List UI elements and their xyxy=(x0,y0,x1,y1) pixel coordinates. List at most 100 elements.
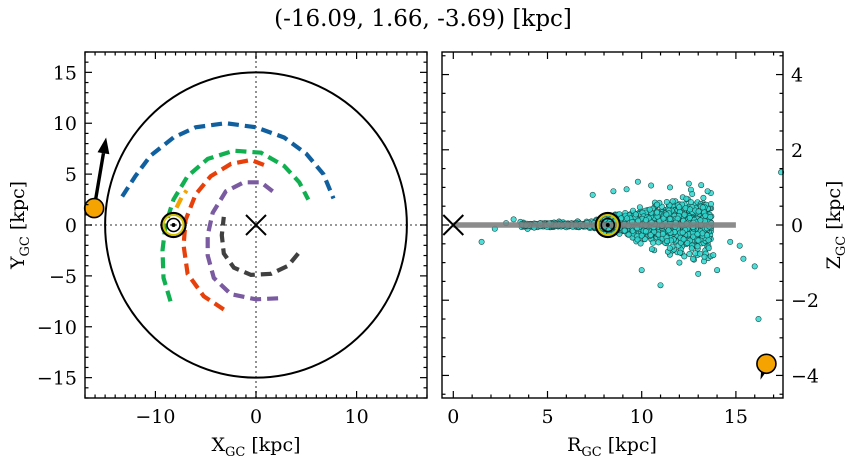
star-point xyxy=(510,216,517,223)
star-point xyxy=(698,182,705,189)
star-point xyxy=(634,178,641,185)
star-point xyxy=(696,250,703,257)
star-point xyxy=(686,206,693,213)
star-point xyxy=(636,204,643,211)
star-point xyxy=(714,267,721,274)
star-point xyxy=(679,229,686,236)
star-point xyxy=(666,215,673,222)
star-point xyxy=(654,201,661,208)
y-tick-label: 15 xyxy=(53,62,77,84)
star-point xyxy=(663,199,670,206)
star-point xyxy=(642,217,649,224)
sun-yellow-ring xyxy=(596,214,619,236)
x-tick-label: 10 xyxy=(344,406,368,428)
xy-plot-xlabel: XGC [kpc] xyxy=(211,434,300,460)
y-tick-label: 2 xyxy=(791,140,803,162)
star-point xyxy=(689,255,696,262)
star-point xyxy=(681,253,688,260)
star-point xyxy=(650,239,657,246)
y-tick-label: 4 xyxy=(791,65,803,87)
star-point xyxy=(676,204,683,211)
rz-plot-marks xyxy=(442,169,785,380)
star-point xyxy=(684,240,691,247)
star-point xyxy=(707,214,714,221)
rz-plot-panel: 0 5 10 15 −4 −2 0 2 4 RGC [kpc] ZGC [kpc] xyxy=(441,51,849,460)
star-point xyxy=(638,267,645,274)
star-point xyxy=(666,245,673,252)
star-point xyxy=(686,251,693,258)
xy-plot-marks xyxy=(83,52,427,398)
y-tick-label: 10 xyxy=(53,113,77,135)
star-point xyxy=(632,211,639,218)
y-tick-label: −2 xyxy=(791,290,819,312)
spiral-arm-2 xyxy=(160,148,311,302)
y-tick-label: 0 xyxy=(65,215,77,237)
star-point xyxy=(660,215,667,222)
sun-outer-ring xyxy=(594,211,621,239)
star-point xyxy=(701,253,708,260)
star-point xyxy=(638,232,645,239)
star-point xyxy=(623,186,630,193)
y-tick-label: −5 xyxy=(49,266,77,288)
star-point xyxy=(677,249,684,256)
star-point xyxy=(751,263,758,270)
star-point xyxy=(707,201,714,208)
spiral-arm-3 xyxy=(181,157,270,312)
xy-plot-ticks: −10 0 10 −15 −10 −5 0 5 10 15 xyxy=(37,51,428,428)
star-point xyxy=(621,227,628,234)
sun-inner-ring xyxy=(166,217,181,233)
star-point xyxy=(697,217,704,224)
star-point xyxy=(659,231,666,238)
star-point xyxy=(687,199,694,206)
star-point xyxy=(648,182,655,189)
y-tick-label: 0 xyxy=(791,215,803,237)
star-point xyxy=(642,228,649,235)
star-point xyxy=(705,237,712,244)
rz-plot-ylabel: ZGC [kpc] xyxy=(823,181,849,270)
star-point xyxy=(666,184,673,191)
rz-plot-ticks: 0 5 10 15 −4 −2 0 2 4 xyxy=(442,52,819,428)
x-tick-label: 15 xyxy=(724,406,748,428)
star-point xyxy=(610,188,617,195)
x-tick-label: 0 xyxy=(447,406,459,428)
star-point xyxy=(655,239,662,246)
x-tick-label: 5 xyxy=(541,406,553,428)
xy-plot-ylabel: YGC [kpc] xyxy=(7,181,33,270)
source-arrow-head xyxy=(97,137,110,155)
galactic-center-marker xyxy=(442,214,465,236)
star-point xyxy=(704,188,711,195)
sun-center-dot xyxy=(171,223,176,227)
sun-inner-ring xyxy=(600,217,616,233)
star-point xyxy=(695,270,702,277)
star-point xyxy=(688,245,695,252)
star-point xyxy=(686,214,693,221)
sun-outer-ring xyxy=(160,211,187,239)
star-point xyxy=(755,315,762,322)
star-point xyxy=(700,194,707,201)
sun-center-dot xyxy=(605,223,610,227)
x-tick-label: −10 xyxy=(135,406,175,428)
star-point xyxy=(657,282,664,289)
chart-title: (-16.09, 1.66, -3.69) [kpc] xyxy=(274,6,572,32)
star-point xyxy=(695,237,702,244)
x-tick-label: 10 xyxy=(630,406,654,428)
star-point xyxy=(694,243,701,250)
spiral-arm-5 xyxy=(219,216,300,278)
xy-plot-panel: −10 0 10 −15 −10 −5 0 5 10 15 XGC [kpc] YGC [kpc] xyxy=(7,51,428,460)
y-tick-label: −10 xyxy=(37,317,77,339)
star-point xyxy=(702,212,709,219)
star-point xyxy=(699,204,706,211)
star-point xyxy=(664,238,671,245)
spiral-arm-1 xyxy=(120,121,336,200)
star-point xyxy=(685,180,692,187)
y-tick-label: −15 xyxy=(37,368,77,390)
star-point xyxy=(727,238,734,245)
star-point xyxy=(646,206,653,213)
star-point xyxy=(694,231,701,238)
star-point xyxy=(740,255,747,262)
star-point xyxy=(648,246,655,253)
y-tick-label: 5 xyxy=(65,164,77,186)
source-marker xyxy=(756,353,777,375)
star-point xyxy=(683,195,690,202)
